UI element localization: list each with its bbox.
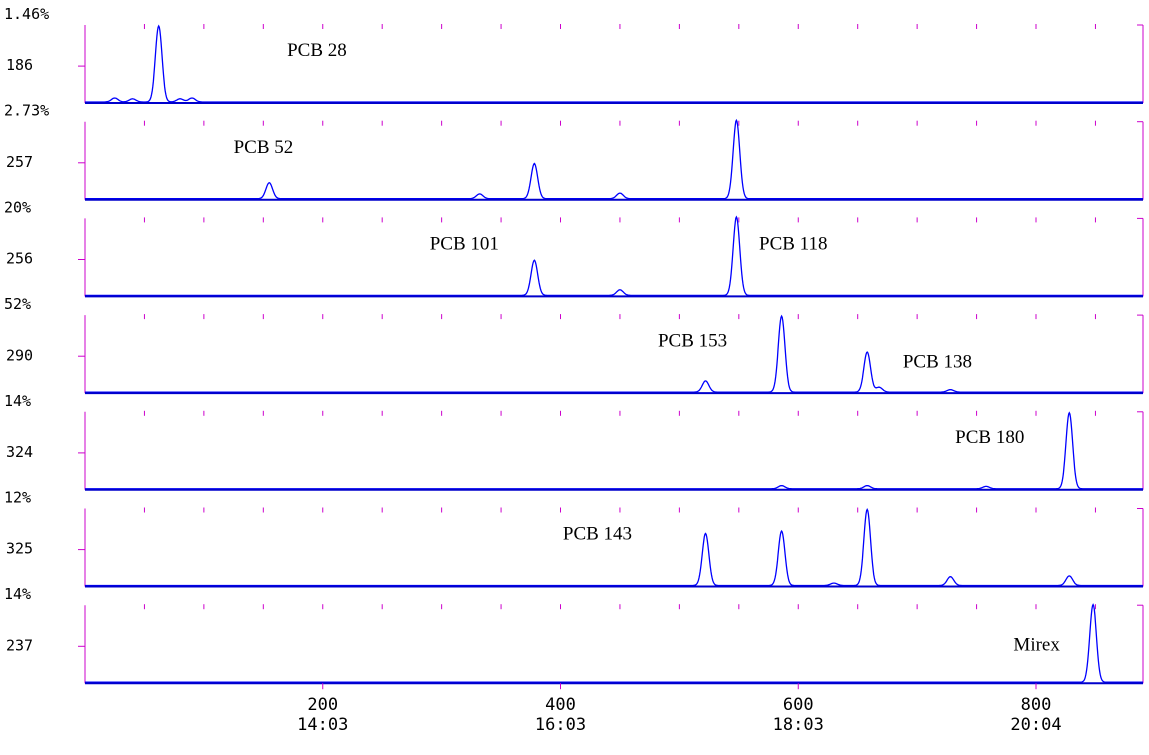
panel-percent-label: 2.73% (4, 102, 49, 120)
peak-label: PCB 118 (759, 234, 827, 255)
trace-line (85, 314, 1143, 393)
peak-label: Mirex (1013, 634, 1060, 655)
x-time-label: 20:04 (1010, 715, 1061, 735)
x-tick-label: 200 (307, 695, 338, 715)
peak-label: PCB 138 (903, 352, 972, 373)
peak-label: PCB 28 (287, 40, 347, 61)
panel-mass-label: 237 (6, 636, 33, 654)
x-time-label: 14:03 (297, 715, 348, 735)
peak-label: PCB 143 (563, 524, 632, 545)
x-tick-label: 400 (545, 695, 576, 715)
panel-mass-label: 324 (6, 443, 33, 461)
trace-line (85, 411, 1143, 490)
panel-percent-label: 14% (4, 392, 31, 410)
trace-line (85, 118, 1143, 200)
panel-mass-label: 186 (6, 56, 33, 74)
x-tick-label: 600 (783, 695, 814, 715)
x-time-label: 16:03 (535, 715, 586, 735)
panel-mass-label: 256 (6, 250, 33, 268)
peak-label: PCB 52 (234, 137, 294, 158)
peak-label: PCB 101 (430, 234, 499, 255)
panel-mass-label: 325 (6, 540, 33, 558)
trace-line (85, 24, 1143, 103)
trace-line (85, 215, 1143, 297)
panel-percent-label: 12% (4, 489, 31, 507)
trace-line (85, 508, 1143, 587)
panel-mass-label: 257 (6, 153, 33, 171)
trace-line (85, 603, 1143, 683)
peak-label: PCB 180 (955, 427, 1024, 448)
panel-mass-label: 290 (6, 346, 33, 364)
x-tick-label: 800 (1021, 695, 1052, 715)
panel-percent-label: 52% (4, 295, 31, 313)
peak-label: PCB 153 (658, 330, 727, 351)
panel-percent-label: 20% (4, 198, 31, 216)
x-time-label: 18:03 (773, 715, 824, 735)
panel-percent-label: 1.46% (4, 5, 49, 23)
panel-percent-label: 14% (4, 585, 31, 603)
